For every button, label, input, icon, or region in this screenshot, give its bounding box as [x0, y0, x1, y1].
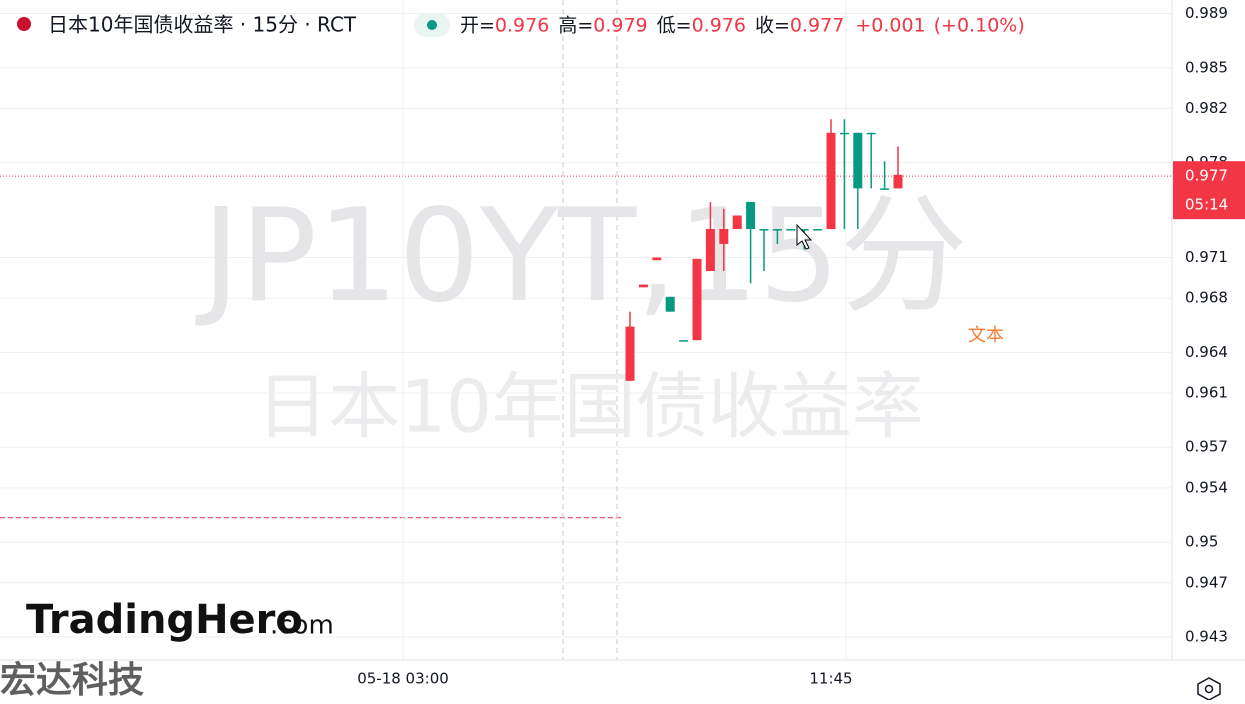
candle-body: [893, 174, 903, 189]
candle-body: [679, 340, 689, 342]
y-tick-label: 0.985: [1185, 58, 1228, 76]
y-tick-label: 0.95: [1185, 533, 1218, 551]
candle-body: [853, 132, 863, 189]
x-tick-label: 11:45: [809, 670, 852, 688]
change-pct: (+0.10%): [934, 15, 1025, 37]
candle-body: [839, 132, 849, 135]
y-axis: 0.9890.9850.9820.9780.9710.9680.9640.961…: [1173, 4, 1245, 645]
price-label-bg: [1173, 161, 1245, 220]
y-tick-label: 0.961: [1185, 384, 1228, 402]
y-tick-label: 0.957: [1185, 438, 1228, 456]
symbol-dot: [17, 17, 31, 31]
y-tick-label: 0.982: [1185, 99, 1228, 117]
ohlc-value: 0.976: [495, 15, 549, 37]
candle-body: [772, 229, 782, 231]
grid: [0, 13, 1172, 638]
candle-body: [786, 229, 796, 231]
ohlc-value: 0.976: [692, 15, 746, 37]
y-tick-label: 0.964: [1185, 343, 1228, 361]
brand-suffix: .com: [270, 611, 334, 641]
candle-body: [652, 257, 662, 261]
candles: [625, 119, 903, 381]
y-tick-label: 0.947: [1185, 573, 1228, 591]
x-tick-label: 05-18 03:00: [357, 670, 449, 688]
candle-body: [746, 201, 756, 230]
candle-body: [799, 229, 809, 231]
ohlc-value: 0.977: [790, 15, 844, 37]
ohlc-label: 收=: [755, 15, 790, 37]
ohlc-value: 0.979: [593, 15, 647, 37]
candle-body: [826, 132, 836, 230]
y-tick-label: 0.968: [1185, 289, 1228, 307]
change: +0.001: [855, 15, 925, 37]
candle-body: [625, 326, 635, 381]
candle-body: [719, 229, 729, 244]
ohlc-label: 开=: [460, 15, 495, 37]
toggle-dot: [427, 20, 437, 30]
candle-body: [705, 229, 715, 272]
candle-body: [880, 188, 890, 190]
cursor: [796, 223, 813, 250]
y-tick-label: 0.971: [1185, 248, 1228, 266]
watermark-sub: 日本10年国债收益率: [256, 365, 924, 449]
candle-body: [759, 229, 769, 231]
y-tick-label: 0.989: [1185, 4, 1228, 22]
watermark: JP10YT,15分: [195, 182, 968, 331]
countdown: 05:14: [1185, 196, 1228, 214]
candle-body: [665, 296, 675, 312]
chart-title: 日本10年国债收益率 · 15分 · RCT: [48, 13, 357, 37]
ohlc-label: 高=: [558, 15, 593, 37]
brand: TradingHero .com: [26, 597, 334, 643]
candle-body: [692, 258, 702, 341]
price-label: 0.977: [1185, 167, 1228, 185]
settings-icon-center: [1204, 684, 1214, 694]
ohlc-label: 低=: [657, 15, 692, 37]
annotation: 文本: [968, 325, 1004, 346]
brand-name: TradingHero: [26, 597, 303, 643]
corner-text: 宏达科技: [0, 660, 144, 700]
candle-body: [638, 284, 648, 288]
settings-icon[interactable]: [1197, 677, 1221, 701]
candle-body: [813, 229, 823, 231]
candle-body: [732, 215, 742, 230]
ohlc-header: 开= 0.976 高= 0.979 低= 0.976 收= 0.977 +0.001 (+0.10…: [460, 15, 1025, 37]
y-tick-label: 0.954: [1185, 478, 1228, 496]
candle-body: [866, 132, 876, 135]
y-tick-label: 0.943: [1185, 627, 1228, 645]
